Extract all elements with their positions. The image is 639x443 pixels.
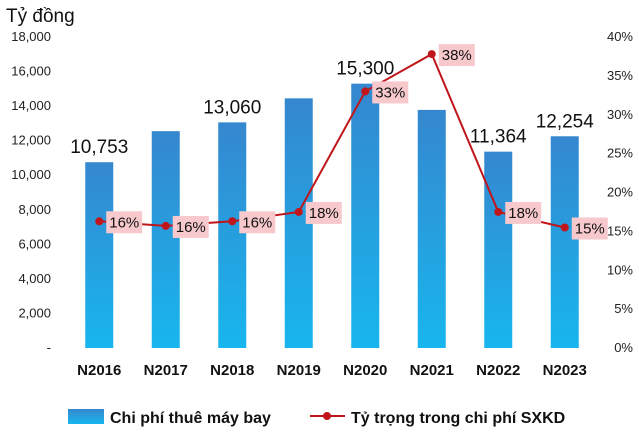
bar-N2016	[85, 162, 114, 348]
category-label: N2020	[343, 362, 387, 379]
line-data-label-box	[372, 81, 409, 104]
line-data-label-text: 38%	[442, 47, 472, 64]
legend-bar-label: Chi phí thuê máy bay	[110, 410, 271, 427]
category-label: N2019	[277, 362, 321, 379]
left-axis-tick-label: 10,000	[11, 167, 51, 182]
line-series: 16% 16% 16% 18% 33% 38% 18% 15%	[95, 44, 608, 240]
right-axis-ticks: 0% 5% 10% 15% 20% 25% 30% 35% 40%	[607, 29, 633, 355]
legend-line-label: Tỷ trọng trong chi phí SXKD	[351, 410, 565, 427]
line-data-label-text: 15%	[575, 220, 605, 237]
category-label: N2021	[410, 362, 454, 379]
line-point-N2022	[494, 207, 503, 216]
bar-N2021	[417, 109, 446, 348]
bar-N2022	[484, 151, 513, 348]
category-label: N2022	[476, 362, 520, 379]
legend: Chi phí thuê máy bay Tỷ trọng trong chi …	[68, 409, 565, 427]
left-axis-tick-label: 6,000	[18, 236, 51, 251]
left-axis-tick-label: 8,000	[18, 202, 51, 217]
line-data-label-text: 16%	[109, 214, 139, 231]
line-data-label-box	[438, 44, 475, 67]
category-label: N2017	[144, 362, 188, 379]
category-axis-labels: N2016 N2017 N2018 N2019 N2020 N2021 N2022 N2023	[77, 362, 587, 379]
line-data-label-box	[239, 211, 276, 234]
left-axis-unit-label: Tỷ đồng	[6, 6, 75, 27]
line-data-label: 38%	[438, 44, 475, 67]
line-data-label-box	[305, 201, 342, 224]
right-axis-tick-label: 20%	[607, 185, 633, 200]
line-data-label-text: 18%	[309, 205, 339, 222]
line-point-N2021	[427, 50, 436, 59]
bar-N2023	[550, 136, 579, 348]
line-data-label-box	[571, 217, 608, 240]
left-axis-tick-label: 4,000	[18, 271, 51, 286]
right-axis-tick-label: 30%	[607, 107, 633, 122]
line-data-label: 18%	[305, 201, 342, 224]
category-label: N2016	[77, 362, 121, 379]
line-data-label-text: 16%	[176, 219, 206, 236]
line-point-N2017	[161, 221, 170, 230]
bar-data-label: 13,060	[203, 97, 261, 118]
category-label: N2018	[210, 362, 254, 379]
right-axis-tick-label: 10%	[607, 262, 633, 277]
left-axis-tick-label: 16,000	[11, 64, 51, 79]
line-data-label: 33%	[372, 81, 409, 104]
category-label: N2023	[543, 362, 587, 379]
line-point-N2019	[294, 207, 303, 216]
line-data-label-box	[172, 215, 209, 238]
bar-data-label: 11,364	[470, 127, 527, 148]
right-axis-tick-label: 15%	[607, 223, 633, 238]
legend-bar-swatch	[68, 409, 104, 424]
left-axis-ticks: - 2,000 4,000 6,000 8,000 10,000 12,000 14,000 1…	[11, 29, 51, 355]
left-axis-tick-label: 14,000	[11, 98, 51, 113]
line-point-N2020	[361, 87, 370, 96]
left-axis-tick-label: 18,000	[11, 29, 51, 44]
line-data-label: 15%	[571, 217, 608, 240]
line-point-N2023	[560, 223, 569, 232]
left-axis-tick-label: 12,000	[11, 133, 51, 148]
line-data-label-text: 16%	[242, 214, 272, 231]
bar-N2020	[351, 83, 380, 349]
right-axis-tick-label: 40%	[607, 29, 633, 44]
line-data-label: 16%	[172, 215, 209, 238]
line-data-label-box	[106, 211, 143, 234]
line-data-label-text: 33%	[375, 84, 405, 101]
line-data-label-box	[505, 201, 542, 224]
bar-data-label: 12,254	[536, 111, 595, 132]
line-data-label: 16%	[106, 211, 143, 234]
legend-line-marker	[323, 412, 331, 420]
bar-series	[85, 83, 579, 349]
line-data-label-text: 18%	[508, 205, 538, 222]
left-axis-tick-label: -	[47, 340, 51, 355]
bar-data-label: 10,753	[70, 137, 128, 158]
line-data-label: 18%	[505, 201, 542, 224]
left-axis-tick-label: 2,000	[18, 305, 51, 320]
line-point-N2016	[95, 217, 104, 226]
bar-N2017	[151, 131, 180, 348]
right-axis-tick-label: 35%	[607, 68, 633, 83]
bar-data-label: 15,300	[336, 59, 394, 80]
right-axis-tick-label: 5%	[614, 301, 633, 316]
bar-data-labels: 10,753 13,060 15,300 11,364 12,254	[70, 59, 594, 159]
line-point-N2018	[228, 217, 237, 226]
bar-N2018	[218, 122, 247, 348]
right-axis-tick-label: 0%	[614, 340, 633, 355]
right-axis-tick-label: 25%	[607, 146, 633, 161]
line-data-label: 16%	[239, 211, 276, 234]
